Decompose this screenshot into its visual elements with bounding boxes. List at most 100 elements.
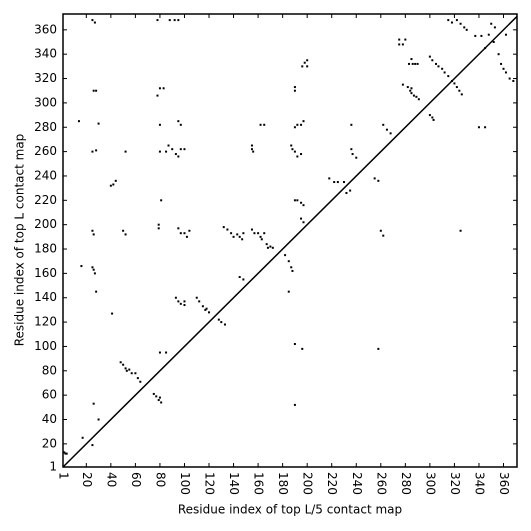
- contact-point: [416, 62, 419, 65]
- contact-point: [259, 123, 262, 126]
- contact-point: [134, 372, 137, 375]
- contact-point: [435, 62, 438, 65]
- contact-point: [293, 89, 296, 92]
- contact-point: [238, 276, 241, 279]
- contact-point: [95, 149, 98, 152]
- contact-point: [349, 189, 352, 192]
- contact-point: [205, 307, 208, 310]
- contact-point: [453, 82, 456, 85]
- contact-point: [291, 148, 294, 151]
- contact-point: [441, 67, 444, 70]
- contact-point: [484, 47, 487, 50]
- contact-point: [408, 62, 411, 65]
- contact-point: [160, 199, 163, 202]
- contact-point: [91, 229, 94, 232]
- contact-point: [431, 116, 434, 119]
- contact-point: [474, 34, 477, 37]
- contact-point: [124, 150, 127, 153]
- contact-point: [306, 65, 309, 68]
- contact-point: [217, 318, 220, 321]
- contact-point: [455, 19, 458, 22]
- contact-point: [179, 123, 182, 126]
- contact-point: [201, 305, 204, 308]
- contact-point: [377, 179, 380, 182]
- contact-point: [389, 132, 392, 135]
- x-tick-label: 60: [129, 472, 143, 487]
- contact-point: [242, 278, 245, 281]
- contact-point: [484, 126, 487, 129]
- contact-point: [447, 19, 450, 22]
- contact-point: [92, 402, 95, 405]
- contact-point: [168, 19, 171, 22]
- contact-point: [437, 65, 440, 68]
- contact-point: [266, 246, 269, 249]
- contact-point: [183, 300, 186, 303]
- contact-point: [428, 55, 431, 58]
- y-tick-label: 300: [34, 95, 57, 109]
- contact-point: [508, 77, 511, 80]
- contact-point: [300, 153, 303, 156]
- contact-point: [398, 43, 401, 46]
- contact-point: [431, 59, 434, 62]
- contact-point: [301, 347, 304, 350]
- contact-point: [152, 392, 155, 395]
- y-tick-label: 40: [42, 412, 57, 426]
- contact-point: [177, 120, 180, 123]
- contact-point: [291, 269, 294, 272]
- contact-point: [158, 351, 161, 354]
- contact-point: [165, 351, 168, 354]
- contact-point: [220, 321, 223, 324]
- contact-point: [492, 41, 495, 44]
- contact-point: [512, 79, 515, 82]
- contact-point: [91, 444, 94, 447]
- plot-frame: [62, 13, 518, 468]
- contact-point: [355, 156, 358, 159]
- contact-point: [64, 452, 67, 455]
- contact-point: [455, 86, 458, 89]
- x-tick-label: 160: [252, 472, 266, 495]
- contact-point: [165, 150, 168, 153]
- contact-point: [350, 123, 353, 126]
- contact-point: [252, 150, 255, 153]
- contact-point: [409, 89, 412, 92]
- y-tick-label: 260: [34, 144, 57, 158]
- contact-point: [238, 235, 241, 238]
- contact-point: [158, 123, 161, 126]
- x-tick-label: 140: [227, 472, 241, 495]
- contact-point: [119, 361, 122, 364]
- contact-point: [232, 235, 235, 238]
- y-tick-label: 160: [34, 266, 57, 280]
- x-tick-label: 340: [472, 472, 486, 495]
- contact-point: [504, 33, 507, 36]
- contact-point: [410, 58, 413, 61]
- contact-point: [296, 199, 299, 202]
- contact-point: [177, 300, 180, 303]
- contact-point: [259, 235, 262, 238]
- y-tick-label: 340: [34, 47, 57, 61]
- contact-point: [287, 290, 290, 293]
- contact-point: [136, 377, 139, 380]
- contact-point: [63, 451, 66, 454]
- contact-point: [183, 148, 186, 151]
- contact-point: [342, 181, 345, 184]
- contact-point: [504, 71, 507, 74]
- contact-point: [293, 150, 296, 153]
- contact-point: [406, 86, 409, 89]
- contact-point: [257, 232, 260, 235]
- contact-point: [306, 59, 309, 62]
- x-tick-label: 40: [104, 472, 118, 487]
- contact-point: [122, 229, 125, 232]
- contact-point: [223, 323, 226, 326]
- x-tick-label: 360: [497, 472, 511, 495]
- x-tick-label: 280: [399, 472, 413, 495]
- contact-point: [157, 399, 160, 402]
- contact-point: [185, 235, 188, 238]
- contact-point: [410, 87, 413, 90]
- contact-point: [428, 114, 431, 117]
- y-tick-label: 140: [34, 290, 57, 304]
- contact-point: [250, 144, 253, 147]
- contact-point: [222, 226, 225, 229]
- contact-point: [328, 177, 331, 180]
- contact-point: [177, 227, 180, 230]
